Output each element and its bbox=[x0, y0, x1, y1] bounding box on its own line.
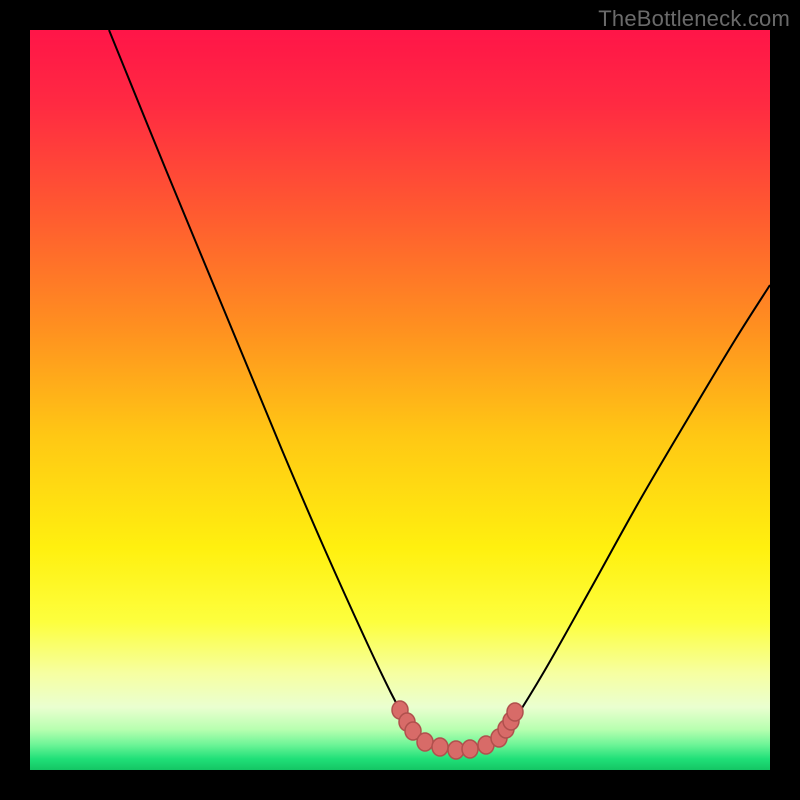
optimal-dot bbox=[507, 703, 523, 721]
optimal-dot bbox=[417, 733, 433, 751]
watermark-text: TheBottleneck.com bbox=[598, 6, 790, 32]
optimal-dot bbox=[432, 738, 448, 756]
chart-svg bbox=[0, 0, 800, 800]
bottleneck-chart: TheBottleneck.com bbox=[0, 0, 800, 800]
plot-background bbox=[30, 30, 770, 770]
optimal-dot bbox=[462, 740, 478, 758]
